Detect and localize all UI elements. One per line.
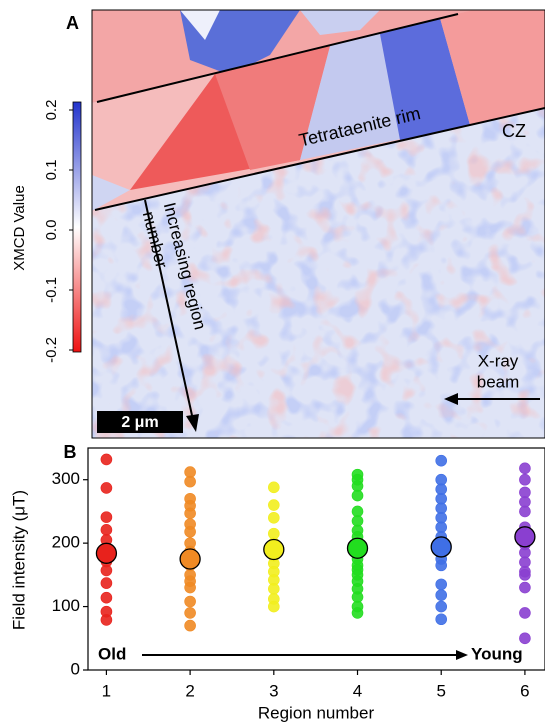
data-point (100, 564, 113, 577)
data-point (268, 499, 280, 511)
data-point (435, 613, 448, 626)
panel-label: A (66, 13, 79, 33)
data-point (100, 591, 113, 604)
x-axis-label: Region number (258, 703, 375, 722)
y-tick-label: 200 (52, 533, 80, 552)
data-point (435, 589, 448, 601)
data-point (519, 632, 531, 645)
arrow-head (456, 650, 468, 660)
old-label: Old (98, 644, 126, 663)
colorbar-tick-label: 0.0 (43, 220, 60, 241)
data-point (519, 569, 531, 581)
data-point (184, 619, 196, 632)
mean-point (263, 538, 285, 561)
scale-bar (97, 411, 183, 433)
data-point (351, 489, 364, 502)
region-arrow (144, 199, 194, 421)
x-tick-label: 4 (353, 681, 362, 700)
young-label: Young (471, 644, 523, 663)
colorbar-title: XMCD Value (11, 185, 28, 271)
mean-point (430, 536, 452, 558)
mean-point (346, 537, 369, 559)
x-tick-label: 1 (102, 681, 111, 700)
panel-label: B (64, 442, 77, 462)
data-point (100, 577, 113, 589)
data-point (100, 453, 113, 466)
data-point (435, 600, 448, 613)
y-axis-label: Field intensity (μT) (9, 490, 28, 630)
data-point (100, 482, 113, 494)
data-point (100, 511, 113, 523)
cz-label: CZ (502, 121, 526, 141)
x-tick-label: 5 (436, 681, 445, 700)
beam-label: beam (477, 372, 520, 391)
data-point (184, 507, 196, 520)
y-tick-label: 300 (52, 469, 80, 488)
arrow-head (186, 414, 199, 432)
image-frame (91, 9, 545, 439)
data-point (184, 595, 196, 608)
arrow-head (444, 393, 458, 405)
data-point (100, 524, 113, 536)
data-point (435, 454, 448, 467)
mean-point (95, 542, 118, 564)
plot-frame (87, 447, 545, 671)
colorbar-tick-label: 0.2 (43, 100, 60, 121)
y-tick-label: 0 (71, 659, 80, 678)
x-tick-label: 2 (185, 681, 194, 700)
data-point (519, 473, 531, 486)
colorbar (72, 101, 82, 353)
data-point (184, 581, 196, 594)
data-point (519, 607, 531, 619)
y-tick-label: 100 (52, 596, 80, 615)
x-tick-label: 6 (520, 681, 529, 700)
data-point (100, 614, 113, 626)
data-point (184, 607, 196, 619)
data-point (184, 525, 196, 538)
data-point (435, 559, 448, 572)
data-point (519, 505, 531, 518)
data-point (184, 475, 196, 488)
data-point (351, 607, 364, 619)
data-point (268, 600, 280, 613)
colorbar-tick-label: -0.1 (43, 277, 60, 303)
colorbar-tick-label: 0.1 (43, 160, 60, 181)
beam-label: X-ray (478, 351, 519, 370)
scale-bar-label: 2 μm (121, 414, 158, 431)
xmcd-image (92, 10, 545, 438)
x-tick-label: 3 (269, 681, 278, 700)
data-point (435, 578, 448, 591)
data-point (519, 462, 531, 475)
mean-point (514, 526, 536, 548)
data-point (268, 481, 280, 494)
colorbar-tick-label: -0.2 (43, 337, 60, 363)
mean-point (179, 548, 201, 570)
data-point (519, 581, 531, 594)
data-point (268, 511, 280, 524)
data-point (268, 583, 280, 595)
